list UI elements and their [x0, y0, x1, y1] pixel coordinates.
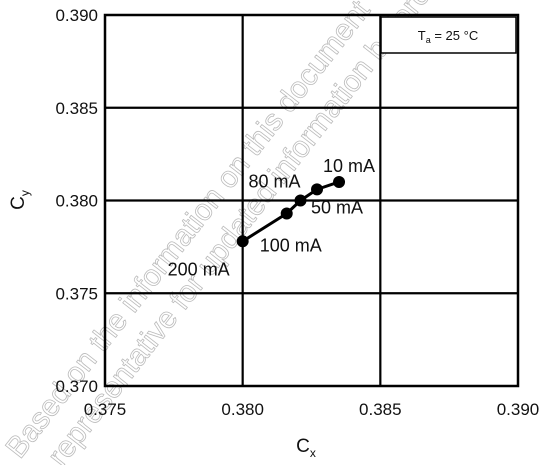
- legend: Ta = 25 °C: [380, 16, 517, 54]
- data-label: 100 mA: [260, 235, 322, 255]
- y-tick-label: 0.385: [55, 99, 98, 118]
- data-point: [236, 235, 249, 248]
- legend-label-rest: = 25 °C: [431, 28, 478, 43]
- data-points: [236, 175, 346, 248]
- data-point: [280, 207, 293, 220]
- y-tick-label: 0.375: [55, 284, 98, 303]
- y-axis-title-sub: y: [18, 190, 32, 196]
- legend-label-main: T: [418, 28, 426, 43]
- x-tick-label: 0.375: [84, 400, 127, 419]
- data-label: 80 mA: [248, 172, 300, 192]
- x-axis-title-main: C: [296, 436, 310, 457]
- x-axis-title: Cx: [296, 436, 316, 460]
- x-tick-labels: 0.375 0.380 0.385 0.390: [84, 400, 540, 419]
- y-tick-label: 0.390: [55, 6, 98, 25]
- y-axis-title-main: C: [8, 196, 29, 210]
- x-tick-label: 0.380: [221, 400, 264, 419]
- x-tick-label: 0.390: [497, 400, 540, 419]
- watermark-line-2: representative for updated information b…: [42, 0, 438, 465]
- data-point: [311, 183, 324, 196]
- data-labels: 200 mA 100 mA 80 mA 50 mA 10 mA: [168, 156, 375, 279]
- plot-frame: [103, 13, 520, 388]
- data-label: 50 mA: [311, 197, 363, 217]
- y-axis-title: Cy: [8, 190, 32, 210]
- x-tick-label: 0.385: [359, 400, 402, 419]
- data-point: [294, 194, 307, 207]
- y-tick-labels: 0.370 0.375 0.380 0.385 0.390: [55, 6, 98, 396]
- legend-label-sub: a: [426, 35, 431, 45]
- y-tick-label: 0.380: [55, 192, 98, 211]
- data-label: 10 mA: [323, 156, 375, 176]
- y-tick-label: 0.370: [55, 377, 98, 396]
- data-point: [333, 175, 346, 188]
- grid: [105, 15, 518, 386]
- legend-box: [380, 16, 517, 54]
- data-label: 200 mA: [168, 259, 230, 279]
- x-axis-title-sub: x: [310, 446, 316, 460]
- legend-label: Ta = 25 °C: [418, 28, 478, 45]
